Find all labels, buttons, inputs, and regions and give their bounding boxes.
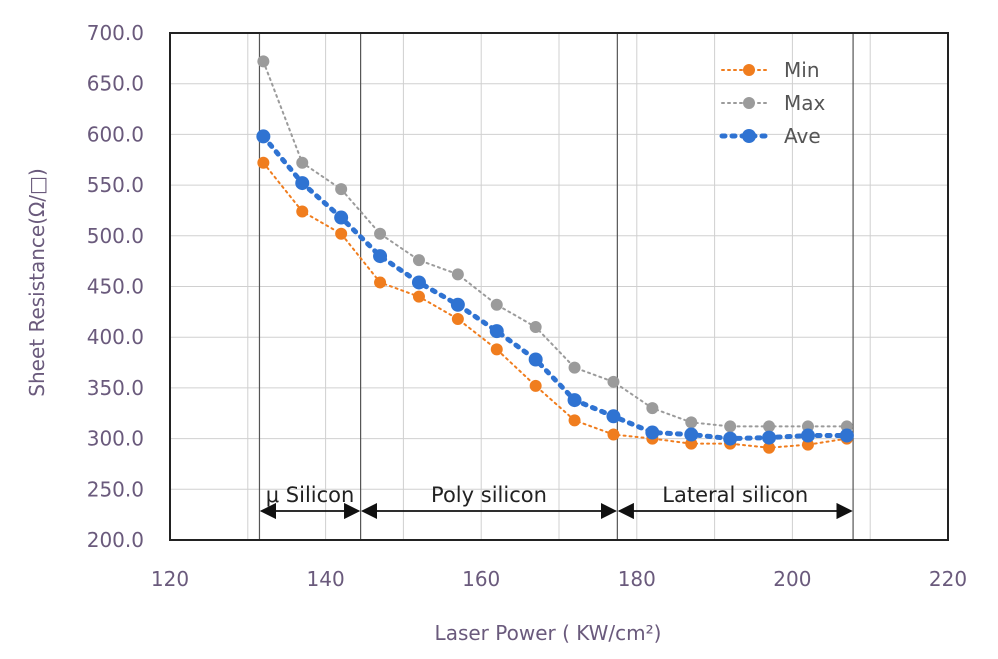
data-point-max	[529, 321, 542, 334]
data-point-ave	[762, 430, 777, 445]
series	[256, 55, 854, 454]
data-point-max	[374, 227, 387, 240]
data-point-min	[257, 156, 270, 169]
x-axis-title: Laser Power ( KW/cm²)	[435, 621, 662, 645]
y-tick-label: 250.0	[87, 477, 144, 501]
legend-label-ave: Ave	[784, 124, 821, 148]
x-tick-label: 120	[151, 567, 189, 591]
legend-item-min: Min	[721, 58, 820, 82]
legend-label-min: Min	[784, 58, 820, 82]
x-tick-label: 140	[307, 567, 345, 591]
series-min	[257, 156, 853, 454]
data-point-ave	[373, 249, 388, 264]
legend-item-max: Max	[721, 91, 826, 115]
data-point-ave	[645, 425, 660, 440]
data-point-max	[451, 268, 464, 281]
x-tick-label: 180	[618, 567, 656, 591]
data-point-ave	[723, 431, 738, 446]
y-tick-label: 550.0	[87, 173, 144, 197]
series-ave	[256, 129, 854, 446]
region-label-silicon: μ Silicon	[266, 483, 355, 507]
legend-swatch-marker-ave	[742, 129, 756, 143]
data-point-ave	[839, 428, 854, 443]
y-tick-label: 600.0	[87, 122, 144, 146]
data-point-ave	[450, 297, 465, 312]
series-max	[257, 55, 853, 433]
data-point-ave	[334, 210, 349, 225]
data-point-ave	[295, 176, 310, 191]
data-point-max	[568, 361, 581, 374]
legend: Min Max Ave	[719, 58, 826, 148]
x-tick-label: 220	[929, 567, 967, 591]
y-axis-title: Sheet Resistance(Ω/□)	[25, 168, 49, 396]
data-point-ave	[567, 393, 582, 408]
y-tick-label: 700.0	[87, 21, 144, 45]
y-tick-label: 400.0	[87, 325, 144, 349]
y-tick-label: 650.0	[87, 72, 144, 96]
data-point-ave	[684, 427, 699, 442]
data-point-ave	[606, 409, 621, 424]
data-point-min	[335, 227, 348, 240]
y-tick-label: 300.0	[87, 427, 144, 451]
data-point-max	[257, 55, 270, 68]
data-point-ave	[256, 129, 271, 144]
data-point-ave	[800, 428, 815, 443]
data-point-min	[374, 276, 387, 289]
y-tick-label: 450.0	[87, 275, 144, 299]
series-line-min	[262, 161, 848, 449]
data-point-min	[568, 414, 581, 427]
y-tick-label: 200.0	[87, 528, 144, 552]
data-point-max	[412, 254, 425, 267]
data-point-min	[296, 205, 309, 218]
data-point-max	[646, 402, 659, 415]
legend-swatch-marker-max	[743, 97, 755, 109]
data-point-min	[490, 343, 503, 356]
series-line-ave	[260, 133, 850, 442]
data-point-min	[607, 428, 620, 441]
data-point-ave	[528, 352, 543, 367]
region-annotations: μ Silicon Poly silicon Lateral silicon	[259, 483, 853, 520]
axis-ticks: 200.0 250.0 300.0 350.0 400.0 450.0 500.0 550.0…	[87, 21, 967, 591]
data-point-max	[296, 156, 309, 169]
plot-frame	[169, 32, 949, 541]
x-tick-label: 200	[773, 567, 811, 591]
data-point-max	[335, 183, 348, 196]
legend-label-max: Max	[784, 91, 826, 115]
grid	[170, 32, 948, 541]
y-tick-label: 500.0	[87, 224, 144, 248]
region-dividers	[258, 33, 854, 540]
data-point-min	[529, 379, 542, 392]
data-point-max	[724, 420, 737, 433]
legend-swatch-marker-min	[743, 64, 755, 76]
region-label-poly-silicon: Poly silicon	[431, 483, 547, 507]
data-point-max	[490, 298, 503, 311]
legend-item-ave: Ave	[719, 124, 821, 148]
series-line-max	[262, 60, 848, 428]
data-point-max	[763, 420, 776, 433]
region-label-lateral-silicon: Lateral silicon	[662, 483, 808, 507]
data-point-min	[763, 441, 776, 454]
data-point-min	[412, 290, 425, 303]
data-point-ave	[411, 275, 426, 290]
data-point-min	[451, 312, 464, 325]
data-point-max	[607, 375, 620, 388]
x-tick-label: 160	[462, 567, 500, 591]
data-point-max	[685, 416, 698, 429]
data-point-ave	[489, 324, 504, 339]
y-tick-label: 350.0	[87, 376, 144, 400]
